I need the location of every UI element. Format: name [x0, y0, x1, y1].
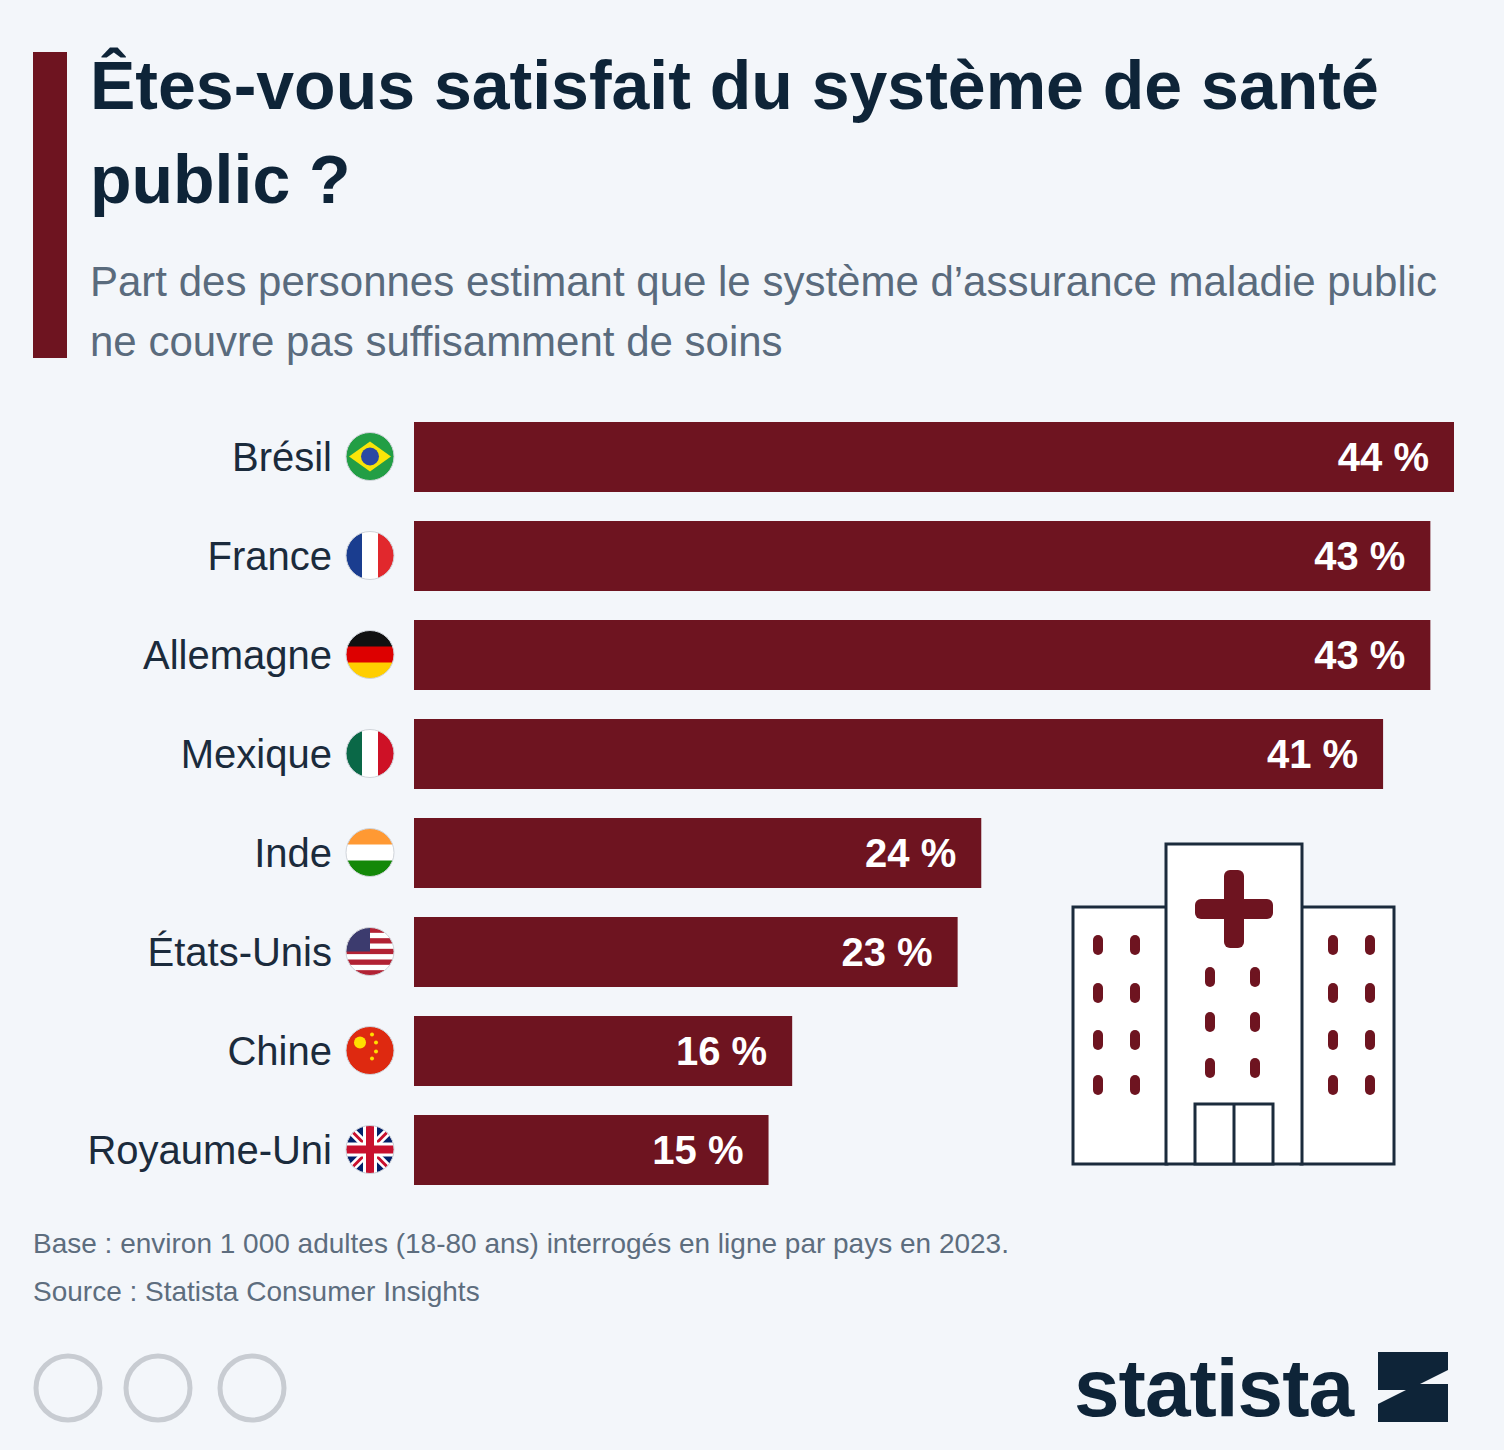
svg-text:15 %: 15 % [652, 1128, 743, 1172]
svg-text:États-Unis: États-Unis [148, 930, 333, 974]
svg-text:Mexique: Mexique [181, 732, 332, 776]
svg-text:Chine: Chine [227, 1029, 332, 1073]
svg-text:24 %: 24 % [865, 831, 956, 875]
svg-text:France: France [208, 534, 333, 578]
svg-text:Inde: Inde [254, 831, 332, 875]
html-text:Base : environ 1 000 adultes (: Base : environ 1 000 adultes (18-80 ans)… [33, 1228, 1009, 1259]
html-text:statista: statista [1074, 1342, 1354, 1433]
html-text:Part des personnes estimant qu: Part des personnes estimant que le systè… [90, 258, 1438, 365]
svg-text:23 %: 23 % [841, 930, 932, 974]
svg-text:Royaume-Uni: Royaume-Uni [87, 1128, 332, 1172]
html-text:Êtes-vous satisfait du système: Êtes-vous satisfait du système de santé … [90, 47, 1379, 217]
svg-text:Brésil: Brésil [232, 435, 332, 479]
svg-text:43 %: 43 % [1314, 534, 1405, 578]
svg-text:Allemagne: Allemagne [143, 633, 332, 677]
svg-text:44 %: 44 % [1338, 435, 1429, 479]
svg-text:41 %: 41 % [1267, 732, 1358, 776]
svg-text:43 %: 43 % [1314, 633, 1405, 677]
html-text:Source : Statista Consumer Ins: Source : Statista Consumer Insights [33, 1276, 480, 1307]
svg-text:16 %: 16 % [676, 1029, 767, 1073]
